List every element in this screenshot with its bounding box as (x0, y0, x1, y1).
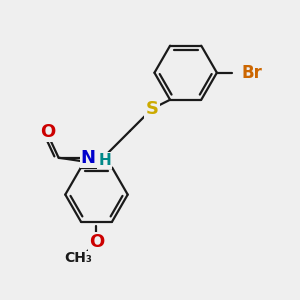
Text: O: O (89, 233, 104, 251)
Text: Br: Br (241, 64, 262, 82)
Text: O: O (40, 123, 56, 141)
Text: H: H (98, 153, 111, 168)
Text: S: S (146, 100, 159, 118)
Text: CH₃: CH₃ (65, 251, 93, 266)
Text: N: N (81, 149, 96, 167)
